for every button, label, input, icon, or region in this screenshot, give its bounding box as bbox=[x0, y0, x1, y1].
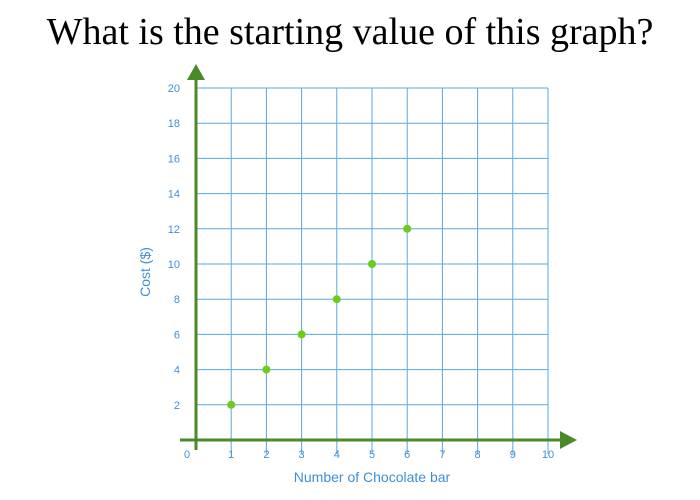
y-tick-label: 10 bbox=[168, 259, 180, 271]
x-tick-label: 0 bbox=[184, 449, 190, 461]
data-point bbox=[297, 330, 306, 339]
y-tick-label: 16 bbox=[168, 153, 180, 165]
y-tick-label: 6 bbox=[174, 329, 180, 341]
data-point bbox=[227, 400, 236, 409]
y-axis-arrow bbox=[187, 64, 205, 80]
x-axis-arrow bbox=[560, 431, 577, 449]
x-axis-title: Number of Chocolate bar bbox=[294, 469, 451, 485]
x-tick-label: 6 bbox=[404, 449, 410, 461]
data-points bbox=[227, 224, 412, 409]
y-tick-label: 18 bbox=[168, 118, 180, 130]
data-point bbox=[403, 224, 412, 233]
data-point bbox=[368, 260, 376, 268]
x-tick-label: 10 bbox=[542, 449, 554, 461]
x-tick-label: 5 bbox=[369, 449, 375, 461]
y-tick-label: 12 bbox=[168, 224, 180, 236]
x-tick-label: 1 bbox=[228, 449, 234, 461]
x-tick-label: 4 bbox=[334, 449, 340, 461]
x-tick-label: 9 bbox=[510, 449, 516, 461]
data-point bbox=[332, 295, 341, 304]
x-tick-label: 8 bbox=[475, 449, 481, 461]
data-point bbox=[262, 365, 271, 374]
y-axis-title: Cost ($) bbox=[137, 247, 153, 297]
y-tick-label: 14 bbox=[168, 189, 180, 201]
y-tick-label: 20 bbox=[168, 83, 180, 95]
x-tick-label: 7 bbox=[439, 449, 445, 461]
chart-axes bbox=[180, 64, 577, 450]
chart-grid bbox=[196, 87, 549, 454]
y-tick-label: 4 bbox=[174, 365, 180, 377]
question-text: What is the starting value of this graph… bbox=[46, 11, 654, 53]
x-tick-label: 3 bbox=[299, 449, 305, 461]
y-tick-label: 2 bbox=[174, 400, 180, 412]
y-tick-label: 8 bbox=[174, 294, 180, 306]
x-tick-label: 2 bbox=[263, 449, 269, 461]
